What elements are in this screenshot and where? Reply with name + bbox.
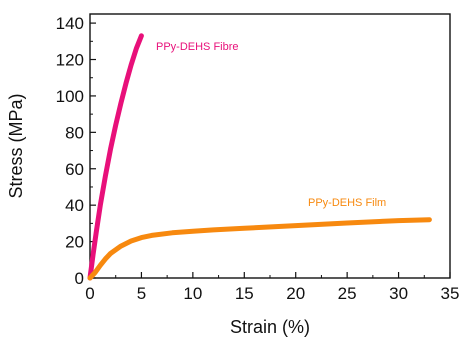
y-axis-label: Stress (MPa) [6,93,26,198]
x-tick-label: 5 [137,284,146,303]
x-tick-label: 35 [441,284,460,303]
fibre-curve [87,33,144,281]
y-tick-label: 80 [65,123,84,142]
y-tick-label: 20 [65,233,84,252]
y-tick-label: 40 [65,196,84,215]
series-label-fibre: PPy-DEHS Fibre [156,41,239,53]
x-tick-label: 10 [183,284,202,303]
series-label-film: PPy-DEHS Film [308,197,386,209]
y-tick-label: 140 [56,14,84,33]
y-tick-label: 0 [75,269,84,288]
y-tick-label: 60 [65,160,84,179]
x-tick-label: 20 [286,284,305,303]
x-tick-label: 25 [338,284,357,303]
axes: 0 5 10 15 20 25 30 35 0 20 40 60 80 100 120 140 [56,13,460,303]
series-layer [87,33,432,281]
x-tick-label: 0 [85,284,94,303]
x-tick-label: 30 [389,284,408,303]
y-tick-label: 100 [56,87,84,106]
y-tick-label: 120 [56,51,84,70]
x-axis-label: Strain (%) [230,317,310,337]
x-tick-label: 15 [235,284,254,303]
film-curve [87,217,432,281]
